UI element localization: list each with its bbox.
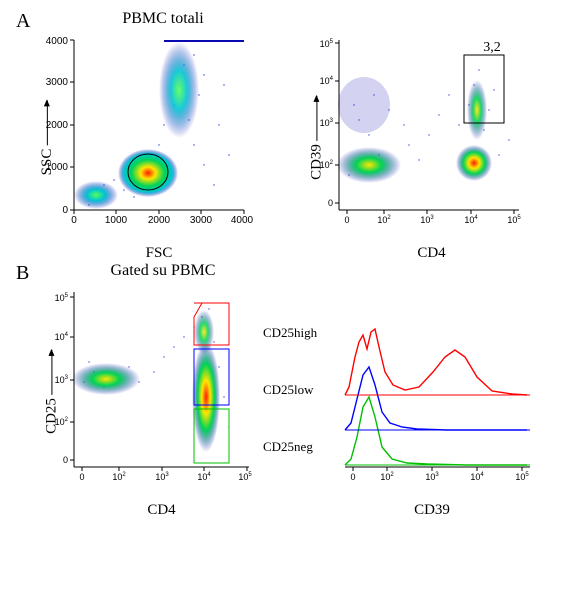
svg-text:103: 103 xyxy=(425,472,439,482)
svg-text:4000: 4000 xyxy=(231,215,254,226)
svg-text:3000: 3000 xyxy=(190,215,213,226)
svg-text:1000: 1000 xyxy=(105,215,128,226)
svg-text:105: 105 xyxy=(320,39,334,49)
scatter-cd4-cd39: CD39 xyxy=(309,35,534,240)
ssc-axis-arrow: SSC xyxy=(39,100,56,175)
svg-text:0: 0 xyxy=(79,472,84,482)
svg-text:102: 102 xyxy=(380,472,394,482)
fsc-axis-label: FSC xyxy=(64,245,254,262)
svg-text:0: 0 xyxy=(350,472,355,482)
gate-labels-column: CD25high CD25low CD25neg xyxy=(263,305,325,475)
svg-text:104: 104 xyxy=(320,76,334,86)
svg-text:0: 0 xyxy=(328,198,333,208)
scatter-cd4-cd25: CD25 xyxy=(44,287,259,497)
histogram-cd39: 0 102 103 104 105 CD39 xyxy=(327,287,537,497)
scatter-b-title: Gated su PBMC xyxy=(68,262,258,280)
svg-text:104: 104 xyxy=(55,332,69,342)
cd4-axis-label-b: CD4 xyxy=(64,502,259,519)
svg-text:103: 103 xyxy=(420,215,434,225)
svg-text:104: 104 xyxy=(197,472,211,482)
cd25-axis-arrow: CD25 xyxy=(43,350,60,434)
label-cd25high: CD25high xyxy=(263,325,325,341)
label-cd25low: CD25low xyxy=(263,382,325,398)
panel-b-label: B xyxy=(16,262,38,285)
svg-text:0: 0 xyxy=(63,455,68,465)
svg-text:0: 0 xyxy=(62,205,68,216)
svg-text:2000: 2000 xyxy=(148,215,171,226)
svg-text:0: 0 xyxy=(71,215,77,226)
svg-text:105: 105 xyxy=(55,293,69,303)
cd39-axis-arrow: CD39 xyxy=(308,96,325,180)
cd39-hist-axis-label: CD39 xyxy=(327,502,537,519)
svg-text:105: 105 xyxy=(238,472,252,482)
scatter-a1-title: PBMC totali xyxy=(68,10,258,28)
panel-a-label: A xyxy=(16,10,38,33)
svg-text:105: 105 xyxy=(515,472,529,482)
svg-text:0: 0 xyxy=(344,215,349,225)
cd4-axis-label-a: CD4 xyxy=(329,245,534,262)
svg-text:103: 103 xyxy=(155,472,169,482)
svg-text:4000: 4000 xyxy=(46,36,69,47)
label-cd25neg: CD25neg xyxy=(263,439,325,455)
svg-text:102: 102 xyxy=(377,215,391,225)
gate-value-cd39: 3,2 xyxy=(483,40,501,55)
svg-text:104: 104 xyxy=(464,215,478,225)
scatter-fsc-ssc: SSC xyxy=(44,35,254,240)
svg-text:3000: 3000 xyxy=(46,77,69,88)
svg-text:104: 104 xyxy=(470,472,484,482)
svg-text:102: 102 xyxy=(112,472,126,482)
svg-text:105: 105 xyxy=(507,215,521,225)
